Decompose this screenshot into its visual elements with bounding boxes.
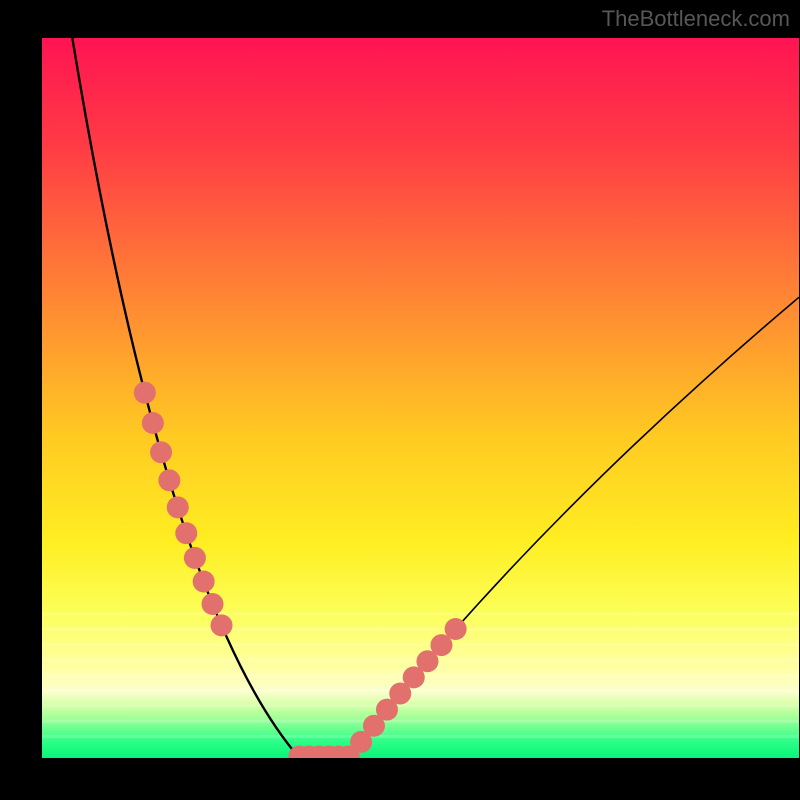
marker-dot	[184, 547, 206, 569]
marker-dot	[167, 496, 189, 518]
marker-dot	[150, 441, 172, 463]
marker-dot	[158, 469, 180, 491]
green-band	[42, 675, 799, 758]
marker-dot	[134, 382, 156, 404]
bottleneck-chart	[0, 0, 800, 800]
marker-dot	[445, 618, 467, 640]
plot-area	[42, 24, 799, 769]
marker-dot	[202, 593, 224, 615]
marker-dot	[142, 412, 164, 434]
watermark-text: TheBottleneck.com	[602, 6, 790, 32]
marker-dot	[175, 522, 197, 544]
chart-root: TheBottleneck.com	[0, 0, 800, 800]
marker-dot	[211, 614, 233, 636]
marker-dot	[193, 571, 215, 593]
